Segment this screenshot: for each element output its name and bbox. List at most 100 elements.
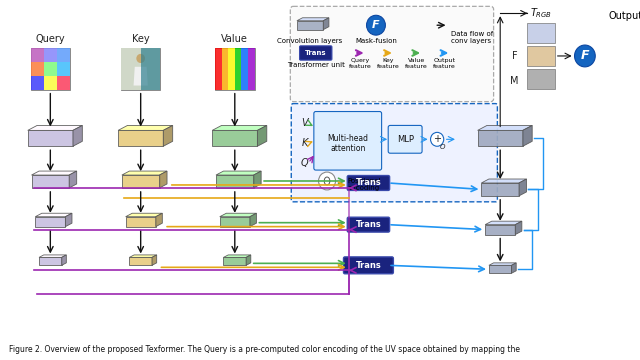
Polygon shape: [223, 255, 251, 257]
Text: Transformer unit: Transformer unit: [287, 62, 345, 68]
Circle shape: [431, 132, 444, 146]
Polygon shape: [511, 263, 516, 273]
Polygon shape: [28, 125, 83, 130]
Polygon shape: [65, 213, 72, 227]
Text: Q: Q: [301, 158, 308, 168]
Polygon shape: [515, 221, 522, 235]
Text: Figure 2. Overview of the proposed Texformer. The Query is a pre-computed color : Figure 2. Overview of the proposed Texfo…: [9, 345, 520, 354]
Polygon shape: [28, 130, 73, 146]
Circle shape: [319, 172, 335, 190]
Text: Trans: Trans: [356, 179, 381, 188]
Polygon shape: [477, 125, 532, 130]
Polygon shape: [118, 130, 163, 146]
Text: MLP: MLP: [397, 135, 413, 144]
Polygon shape: [485, 225, 515, 235]
Polygon shape: [122, 171, 167, 175]
Polygon shape: [134, 67, 148, 86]
Polygon shape: [215, 48, 221, 90]
Polygon shape: [523, 125, 532, 146]
Polygon shape: [223, 257, 246, 265]
Text: Output
feature: Output feature: [433, 58, 456, 69]
Polygon shape: [257, 125, 267, 146]
Text: Query
feature: Query feature: [349, 58, 371, 69]
Polygon shape: [61, 255, 67, 265]
Text: Multi-head
attention: Multi-head attention: [327, 134, 368, 153]
Polygon shape: [215, 48, 255, 90]
Polygon shape: [57, 62, 70, 76]
Polygon shape: [44, 48, 57, 62]
Text: O: O: [440, 144, 445, 150]
Text: Value
feature: Value feature: [405, 58, 428, 69]
Polygon shape: [159, 171, 167, 188]
Polygon shape: [31, 48, 44, 62]
Text: Convolution layers: Convolution layers: [278, 38, 342, 44]
Polygon shape: [489, 263, 516, 265]
Ellipse shape: [136, 54, 145, 63]
Polygon shape: [31, 48, 70, 90]
Polygon shape: [297, 18, 329, 21]
Polygon shape: [125, 217, 156, 227]
FancyBboxPatch shape: [348, 217, 390, 232]
Polygon shape: [57, 48, 70, 62]
Text: K: K: [301, 138, 308, 148]
Polygon shape: [156, 213, 163, 227]
Polygon shape: [489, 265, 511, 273]
Polygon shape: [31, 175, 69, 188]
Text: Mask-fusion: Mask-fusion: [355, 38, 397, 44]
Text: Query: Query: [35, 34, 65, 44]
FancyBboxPatch shape: [314, 112, 381, 170]
Text: V: V: [301, 118, 308, 129]
Text: Positional
encoding: Positional encoding: [348, 179, 381, 192]
Polygon shape: [297, 21, 323, 30]
Polygon shape: [253, 171, 261, 188]
Text: Trans: Trans: [305, 50, 326, 56]
Polygon shape: [220, 213, 257, 217]
Polygon shape: [246, 255, 251, 265]
Polygon shape: [118, 125, 173, 130]
Polygon shape: [35, 217, 65, 227]
Text: Key: Key: [132, 34, 150, 44]
Polygon shape: [163, 125, 173, 146]
Polygon shape: [323, 18, 329, 30]
Polygon shape: [44, 62, 57, 76]
Polygon shape: [216, 171, 261, 175]
Text: Trans: Trans: [356, 261, 381, 270]
FancyBboxPatch shape: [348, 176, 390, 190]
Text: F: F: [511, 51, 517, 61]
Polygon shape: [44, 76, 57, 90]
Polygon shape: [212, 130, 257, 146]
Polygon shape: [519, 179, 527, 196]
Polygon shape: [228, 48, 235, 90]
FancyBboxPatch shape: [291, 6, 493, 102]
Polygon shape: [241, 48, 248, 90]
Polygon shape: [39, 255, 67, 257]
Polygon shape: [31, 76, 44, 90]
Text: F: F: [580, 49, 589, 63]
Polygon shape: [481, 179, 527, 183]
Polygon shape: [216, 175, 253, 188]
Polygon shape: [122, 175, 159, 188]
Polygon shape: [73, 125, 83, 146]
Polygon shape: [129, 257, 152, 265]
Polygon shape: [69, 171, 77, 188]
Polygon shape: [481, 183, 519, 196]
Circle shape: [367, 15, 385, 35]
Polygon shape: [477, 130, 523, 146]
Polygon shape: [235, 48, 241, 90]
Polygon shape: [39, 257, 61, 265]
FancyBboxPatch shape: [300, 46, 332, 60]
Polygon shape: [125, 213, 163, 217]
Polygon shape: [31, 62, 44, 76]
FancyBboxPatch shape: [388, 125, 422, 153]
Text: Output: Output: [608, 11, 640, 21]
Polygon shape: [527, 46, 555, 66]
Polygon shape: [152, 255, 157, 265]
Polygon shape: [57, 76, 70, 90]
Text: +: +: [433, 134, 441, 144]
Polygon shape: [212, 125, 267, 130]
Text: M: M: [510, 76, 518, 86]
Polygon shape: [485, 221, 522, 225]
Polygon shape: [121, 48, 161, 90]
Polygon shape: [248, 48, 255, 90]
Polygon shape: [220, 217, 250, 227]
